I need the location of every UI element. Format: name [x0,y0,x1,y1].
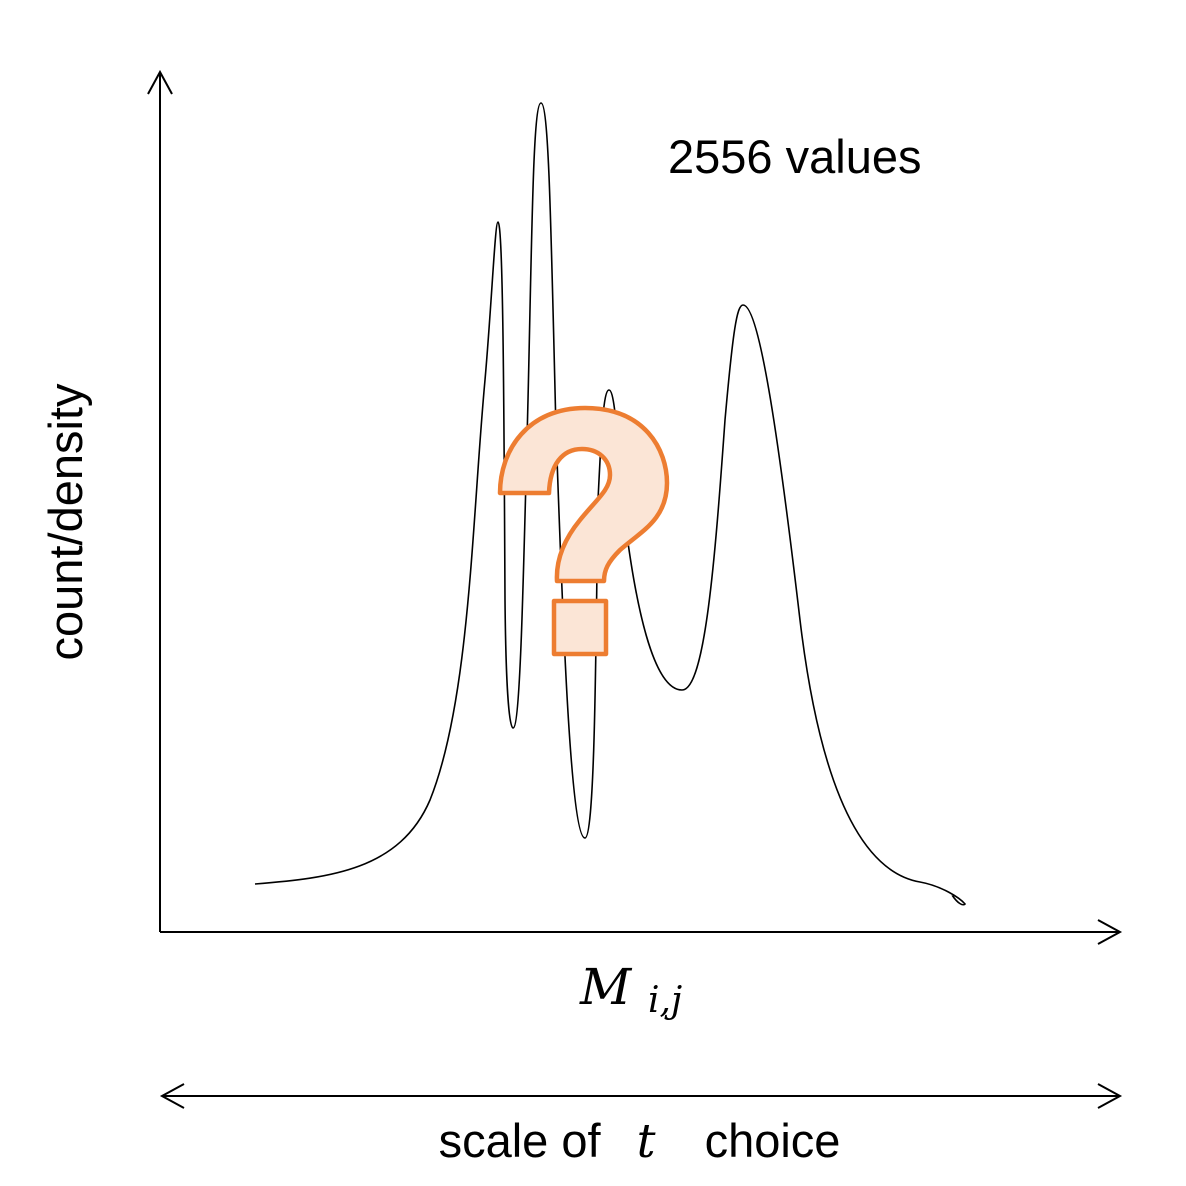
value-count-annotation: 2556 values [668,130,921,183]
scale-label: scale of t choice [439,1114,841,1169]
y-axis-label: count/density [39,383,92,660]
y-axis-arrowhead [147,69,173,95]
scale-label-suffix: choice [692,1114,841,1167]
density-curve [254,102,967,906]
scale-label-prefix: scale of [439,1114,614,1167]
scale-label-variable: t [637,1114,656,1169]
scale-arrow-right-head [1097,1083,1123,1109]
question-mark-dot [551,598,609,657]
x-axis-label-subscript: i,j [648,980,682,1021]
x-axis-arrowhead [1097,919,1123,945]
question-mark-icon [497,405,670,657]
x-axis-label: M i,j [579,958,682,1021]
x-axis-label-main: M [579,958,633,1016]
scale-arrow-left-head [159,1083,185,1109]
question-mark-hook [497,405,670,584]
